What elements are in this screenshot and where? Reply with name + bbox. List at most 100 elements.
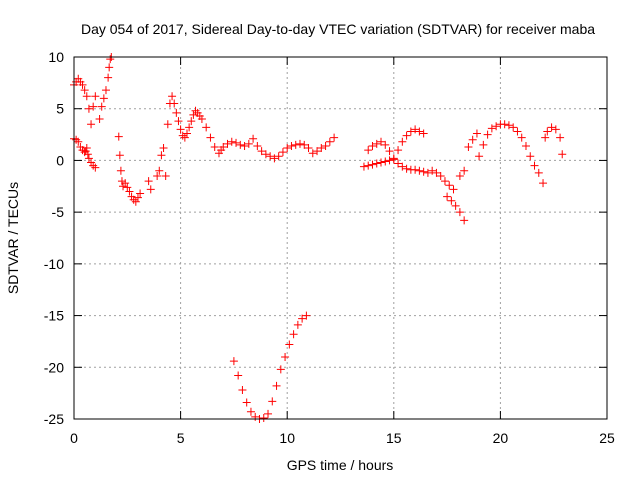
data-point [129, 195, 138, 204]
data-point [443, 192, 452, 201]
data-point [394, 159, 403, 168]
data-point [84, 154, 93, 163]
data-point [364, 161, 373, 170]
data-point [372, 139, 381, 148]
data-point [539, 179, 548, 188]
data-point [460, 166, 469, 175]
x-tick-label: 15 [386, 430, 402, 446]
x-tick-label: 10 [279, 430, 295, 446]
data-point [155, 166, 164, 175]
data-point [313, 147, 322, 156]
data-point [295, 139, 304, 148]
data-point [509, 123, 518, 132]
data-point [261, 150, 270, 159]
data-point [428, 166, 437, 175]
data-point [526, 152, 535, 161]
data-point [274, 152, 283, 161]
data-point [411, 125, 420, 134]
data-point [513, 127, 522, 136]
data-point [101, 86, 110, 95]
data-point [178, 131, 187, 140]
data-point [394, 146, 403, 155]
data-point [534, 168, 543, 177]
data-point [84, 104, 93, 113]
data-point [72, 135, 81, 144]
chart-title: Day 054 of 2017, Sidereal Day-to-day VTE… [81, 21, 595, 37]
data-point [249, 134, 258, 143]
y-tick-label: 10 [48, 49, 64, 65]
data-point [389, 154, 398, 163]
data-point [464, 142, 473, 151]
data-point [105, 63, 114, 72]
data-point [330, 133, 339, 142]
data-point [492, 122, 501, 131]
data-point [206, 133, 215, 142]
data-point [189, 110, 198, 119]
x-tick-label: 25 [599, 430, 615, 446]
data-point [187, 117, 196, 126]
data-point [115, 151, 124, 160]
data-point [500, 120, 509, 129]
data-point [298, 314, 307, 323]
data-point [244, 139, 253, 148]
data-point [236, 140, 245, 149]
y-tick-label: 0 [56, 152, 64, 168]
data-point [123, 183, 132, 192]
data-point [406, 127, 415, 136]
data-point [251, 412, 260, 421]
data-point [210, 142, 219, 151]
data-point [521, 141, 530, 150]
data-point [419, 167, 428, 176]
data-point [377, 158, 386, 167]
data-point [268, 397, 277, 406]
data-point [302, 311, 311, 320]
data-point [558, 150, 567, 159]
data-point [517, 133, 526, 142]
data-point [99, 94, 108, 103]
data-point [432, 168, 441, 177]
data-point [159, 144, 168, 153]
data-point [83, 150, 92, 159]
data-point [91, 163, 100, 172]
data-point [104, 73, 113, 82]
data-point [172, 108, 181, 117]
data-point [157, 151, 166, 160]
data-point [398, 162, 407, 171]
data-point [80, 148, 89, 157]
data-point [291, 140, 300, 149]
data-point [475, 152, 484, 161]
data-point [259, 413, 268, 422]
data-point [447, 196, 456, 205]
data-point [364, 146, 373, 155]
data-point [136, 189, 145, 198]
data-point [176, 125, 185, 134]
data-point [74, 137, 83, 146]
data-point [455, 171, 464, 180]
data-point [253, 141, 262, 150]
data-point [402, 131, 411, 140]
data-point [223, 139, 232, 148]
data-point [234, 371, 243, 380]
data-point [91, 92, 100, 101]
y-axis-label: SDTVAR / TECUs [5, 182, 21, 294]
data-point [240, 141, 249, 150]
data-point [543, 127, 552, 136]
data-point [87, 120, 96, 129]
data-point [487, 124, 496, 133]
data-point [227, 137, 236, 146]
y-tick-label: -10 [44, 256, 64, 272]
data-point [385, 156, 394, 165]
data-point [325, 137, 334, 146]
data-point [180, 133, 189, 142]
data-point [106, 55, 115, 64]
data-point [125, 187, 134, 196]
data-point [185, 123, 194, 132]
data-point [440, 177, 449, 186]
data-point [377, 137, 386, 146]
data-point [246, 407, 255, 416]
data-point [182, 129, 191, 138]
data-point [287, 141, 296, 150]
x-tick-label: 20 [493, 430, 509, 446]
data-point [161, 171, 170, 180]
data-point [368, 141, 377, 150]
